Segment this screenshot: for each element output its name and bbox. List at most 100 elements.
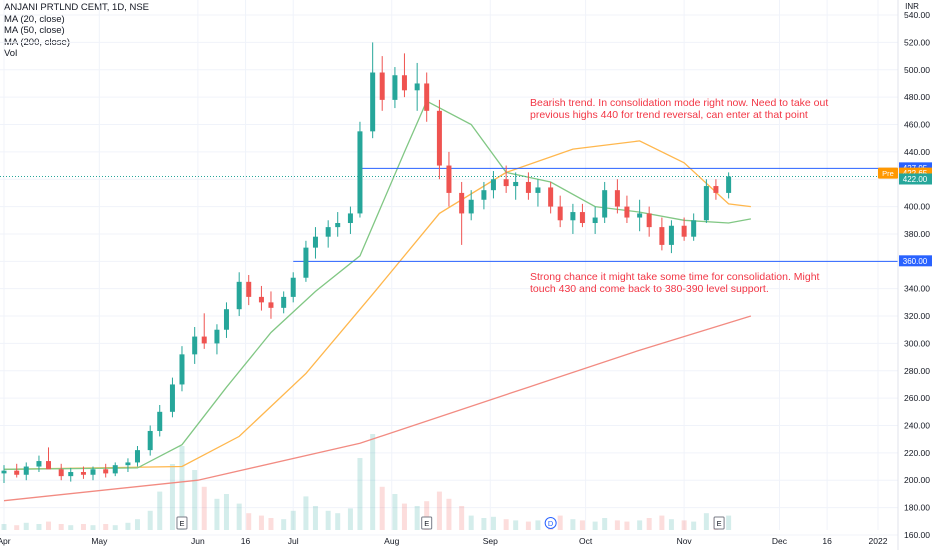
candle-body xyxy=(592,217,598,224)
x-tick-label: Dec xyxy=(772,536,788,546)
volume-bar xyxy=(579,520,585,530)
candle-body xyxy=(169,384,175,412)
x-tick-label: 16 xyxy=(822,536,832,546)
candle-body xyxy=(535,187,541,193)
y-tick-label: 300.00 xyxy=(904,338,930,348)
candle-body xyxy=(36,461,42,467)
volume-bar xyxy=(147,510,153,530)
volume-bar xyxy=(14,525,20,530)
candle-body xyxy=(446,165,452,193)
candle-body xyxy=(147,430,153,451)
candle-body xyxy=(548,187,554,207)
volume-bar xyxy=(392,494,398,530)
candle-body xyxy=(379,72,385,100)
volume-bar xyxy=(481,518,487,530)
candle-body xyxy=(703,186,709,221)
earnings-marker-label: E xyxy=(424,519,429,528)
volume-bar xyxy=(281,519,287,530)
earnings-marker xyxy=(176,516,188,530)
y-tick-label: 200.00 xyxy=(904,475,930,485)
volume-bars xyxy=(1,434,732,530)
volume-bar xyxy=(258,515,264,530)
indicator-ma50[interactable]: MA (50, close) xyxy=(4,25,65,36)
volume-bar xyxy=(335,513,341,530)
volume-bar xyxy=(134,519,140,530)
symbol-label[interactable]: ANJANI PRTLND CEMT, 1D, NSE xyxy=(4,2,149,13)
volume-bar xyxy=(557,515,563,530)
volume-bar xyxy=(414,506,420,530)
volume-bar xyxy=(236,503,242,530)
ma50-line xyxy=(3,140,751,470)
candle-body xyxy=(290,277,296,297)
candle-body xyxy=(401,75,407,91)
volume-bar xyxy=(624,521,630,530)
pre-market-tag xyxy=(878,167,898,179)
y-tick-label: 520.00 xyxy=(904,37,930,47)
candle-body xyxy=(45,461,51,470)
volume-bar xyxy=(513,520,519,530)
indicator-ma20[interactable]: MA (20, close) xyxy=(4,13,65,25)
volume-bar xyxy=(681,520,687,530)
volume-bar xyxy=(602,518,608,530)
price-label-text: 422.00 xyxy=(903,175,928,184)
candle-body xyxy=(236,281,242,310)
y-tick-label: 220.00 xyxy=(904,448,930,458)
volume-bar xyxy=(490,516,496,530)
volume-bar xyxy=(223,494,229,530)
x-tick-label: Apr xyxy=(0,536,11,546)
volume-bar xyxy=(290,510,296,530)
candle-body xyxy=(312,236,318,248)
candle-body xyxy=(525,181,531,193)
x-tick-label: Nov xyxy=(677,536,693,546)
x-tick-label: 2022 xyxy=(869,536,888,546)
volume-bar xyxy=(646,518,652,530)
volume-bar xyxy=(424,501,430,530)
price-label-box xyxy=(899,173,932,185)
candle-body xyxy=(726,176,732,193)
candle-body xyxy=(14,470,20,475)
candle-body xyxy=(157,411,163,431)
volume-bar xyxy=(468,515,474,530)
candle-body xyxy=(192,336,198,355)
y-tick-label: 320.00 xyxy=(904,311,930,321)
y-tick-label: 540.00 xyxy=(904,10,930,20)
moving-averages xyxy=(3,100,752,502)
volume-bar xyxy=(401,503,407,530)
pre-market-tag-label: Pre xyxy=(882,169,894,178)
candle-body xyxy=(691,220,697,237)
price-axis[interactable]: 160.00 180.00 200.00 220.00 240.00 260.00 280.… xyxy=(904,10,930,540)
volume-bar xyxy=(112,525,118,530)
volume-bar xyxy=(157,491,163,530)
volume-bar xyxy=(525,521,531,530)
candle-body xyxy=(557,206,563,221)
indicator-volume[interactable]: Vol xyxy=(4,48,18,59)
volume-bar xyxy=(303,496,309,530)
candle-body xyxy=(602,190,608,218)
y-tick-label: 340.00 xyxy=(904,284,930,294)
candle-body xyxy=(424,83,430,111)
volume-bar xyxy=(1,524,7,530)
y-tick-label: 280.00 xyxy=(904,366,930,376)
candle-body xyxy=(624,206,630,218)
time-axis[interactable]: Apr May Jun 16 Jul Aug Sep Oct Nov Dec 16 2022 xyxy=(0,536,888,546)
candle-body xyxy=(459,192,465,214)
candle-body xyxy=(570,212,576,221)
candle-body xyxy=(179,354,185,385)
candle-body xyxy=(503,179,509,187)
annotation-strong: Strong chance it might take some time fo… xyxy=(530,271,820,295)
candle-body xyxy=(579,212,585,224)
volume-bar xyxy=(726,515,732,530)
candle-body xyxy=(436,110,442,166)
volume-bar xyxy=(45,521,51,530)
x-tick-label: Oct xyxy=(579,536,593,546)
earnings-marker-label: E xyxy=(179,519,184,528)
volume-bar xyxy=(347,508,353,530)
earnings-marker xyxy=(713,516,725,530)
candles[interactable] xyxy=(1,42,732,483)
volume-bar xyxy=(80,524,86,530)
annotation-bearish-line-2: previous highs 440 for trend reversal, c… xyxy=(530,109,808,121)
candle-body xyxy=(357,131,363,214)
